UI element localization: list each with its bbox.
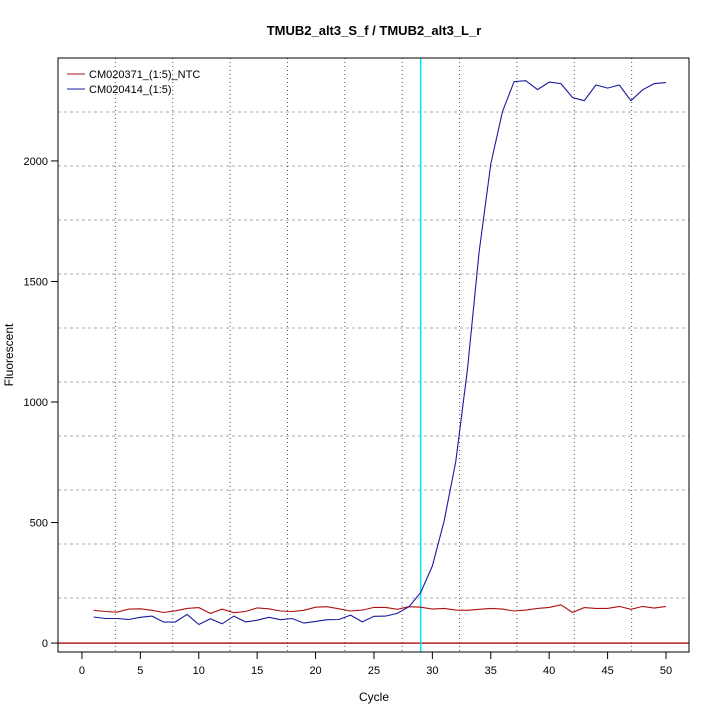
x-tick-label: 15 xyxy=(251,665,263,677)
x-tick-label: 30 xyxy=(426,665,438,677)
y-tick-label: 0 xyxy=(42,638,48,650)
y-tick-label: 500 xyxy=(30,518,48,530)
x-tick-label: 5 xyxy=(137,665,143,677)
x-tick-label: 0 xyxy=(79,665,85,677)
x-tick-label: 45 xyxy=(601,665,613,677)
reference-lines xyxy=(58,58,689,652)
legend: CM020371_(1:5)_NTC CM020414_(1:5) xyxy=(67,69,200,96)
y-axis: 0 500 1000 1500 2000 xyxy=(24,156,58,650)
y-tick-label: 1500 xyxy=(24,276,48,288)
grid xyxy=(58,58,689,652)
x-tick-label: 10 xyxy=(193,665,205,677)
y-tick-label: 1000 xyxy=(24,397,48,409)
plot-frame xyxy=(57,57,690,653)
legend-label-0: CM020371_(1:5)_NTC xyxy=(89,69,200,81)
legend-label-1: CM020414_(1:5) xyxy=(89,84,172,96)
chart-title: TMUB2_alt3_S_f / TMUB2_alt3_L_r xyxy=(267,23,482,38)
x-tick-label: 40 xyxy=(543,665,555,677)
y-axis-label: Fluorescent xyxy=(2,323,16,386)
x-axis: 0 5 10 15 20 25 30 35 40 45 50 xyxy=(79,652,672,677)
x-tick-label: 20 xyxy=(309,665,321,677)
x-tick-label: 25 xyxy=(368,665,380,677)
x-tick-label: 35 xyxy=(485,665,497,677)
x-tick-label: 50 xyxy=(660,665,672,677)
x-axis-label: Cycle xyxy=(359,690,389,704)
series-lines xyxy=(93,80,667,626)
y-tick-label: 2000 xyxy=(24,156,48,168)
series-line-0 xyxy=(93,604,667,614)
series-line-1 xyxy=(93,80,667,626)
